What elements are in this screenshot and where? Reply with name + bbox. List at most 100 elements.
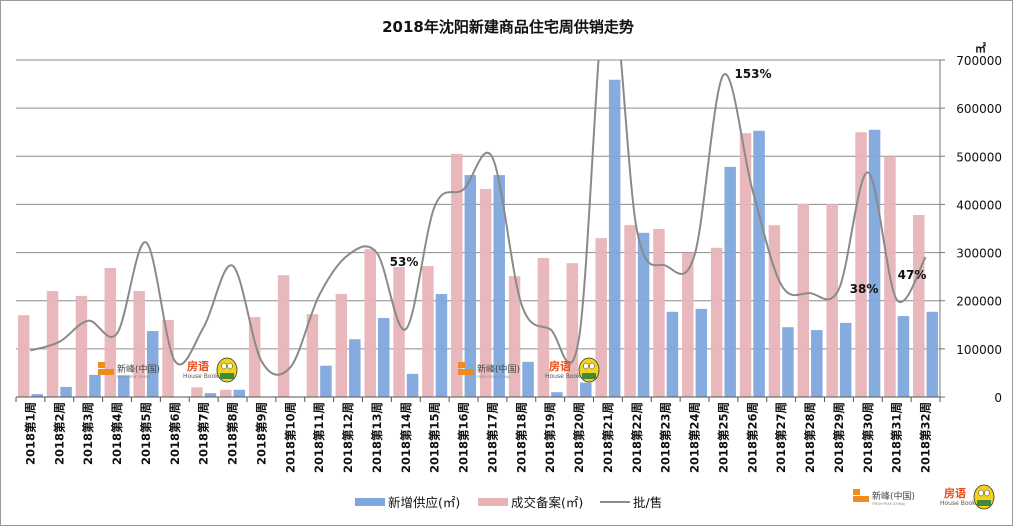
y-tick-label: 500000	[956, 150, 1002, 164]
supply-bar	[580, 382, 592, 397]
transaction-bar	[739, 133, 752, 398]
fresh-peak-logo-text: 新峰(中国)	[872, 490, 915, 502]
fresh-peak-logo-icon	[458, 362, 465, 368]
x-tick-label: 2018第27周	[774, 402, 788, 473]
supply-bar	[839, 322, 852, 397]
x-tick-label: 2018第20周	[572, 402, 586, 473]
house-book-logo-text: 房语	[944, 486, 966, 500]
data-annotation: 153%	[734, 67, 771, 81]
x-tick-label: 2018第29周	[832, 402, 846, 473]
transaction-bar	[162, 319, 174, 397]
supply-bar	[666, 311, 679, 397]
transaction-bar	[306, 314, 319, 397]
transaction-bar	[913, 215, 925, 397]
x-tick-label: 2018第10周	[283, 402, 297, 473]
supply-bar	[724, 166, 736, 397]
transaction-bar	[422, 266, 434, 397]
legend-swatch	[478, 498, 508, 506]
legend-swatch	[355, 498, 385, 506]
x-tick-label: 2018第16周	[457, 402, 471, 473]
x-tick-label: 2018第4周	[110, 402, 124, 465]
data-annotation: 53%	[390, 255, 419, 269]
x-tick-label: 2018第31周	[890, 402, 904, 473]
bee-body-icon	[582, 373, 596, 379]
transaction-bar	[797, 203, 810, 397]
x-tick-label: 2018第11周	[312, 402, 326, 473]
legend-label: 新增供应(㎡)	[388, 495, 460, 510]
x-tick-label: 2018第13周	[370, 402, 384, 473]
transaction-bar	[624, 225, 636, 397]
supply-bar	[435, 293, 448, 397]
supply-bar	[349, 339, 361, 397]
house-book-logo-text: 房语	[549, 359, 571, 373]
y-tick-label: 0	[994, 391, 1002, 405]
transaction-bar	[595, 238, 607, 397]
house-book-logo-subtext: House Book	[940, 500, 976, 507]
x-tick-label: 2018第1周	[23, 402, 37, 465]
legend-label: 批/售	[633, 495, 662, 510]
supply-bar	[406, 373, 419, 397]
transaction-bar	[451, 153, 463, 397]
x-tick-label: 2018第2周	[52, 402, 66, 465]
transaction-bar	[479, 189, 492, 397]
y-tick-label: 700000	[956, 54, 1002, 68]
supply-bar	[89, 374, 101, 397]
y-tick-label: 400000	[956, 198, 1002, 212]
supply-bar	[377, 318, 390, 397]
y-tick-label: 100000	[956, 343, 1002, 357]
supply-bar	[811, 330, 823, 397]
supply-bar	[782, 327, 794, 397]
transaction-bar	[248, 317, 261, 397]
x-tick-label: 2018第17周	[485, 402, 499, 473]
x-tick-label: 2018第12周	[341, 402, 355, 473]
transaction-bar	[133, 291, 145, 397]
transaction-bar	[508, 276, 521, 397]
transaction-bar	[393, 267, 405, 397]
legend-label: 成交备案(㎡)	[511, 495, 583, 510]
x-tick-label: 2018第9周	[254, 402, 268, 465]
bee-eye-icon	[589, 362, 595, 370]
bee-eye-icon	[978, 489, 984, 497]
supply-bar	[897, 316, 910, 397]
supply-bar	[60, 386, 72, 397]
transaction-bar	[682, 253, 694, 397]
fresh-peak-logo-subtext: FRESH PEAK (CHINA)	[117, 375, 150, 379]
transaction-bar	[17, 315, 30, 397]
transaction-bar	[768, 225, 781, 397]
transaction-bar	[104, 267, 117, 397]
bee-eye-icon	[227, 362, 233, 370]
data-annotation: 38%	[850, 282, 879, 296]
fresh-peak-logo-text: 新峰(中国)	[477, 363, 520, 375]
fresh-peak-logo-icon	[853, 489, 860, 495]
x-tick-label: 2018第18周	[514, 402, 528, 473]
bee-eye-icon	[221, 362, 227, 370]
bee-eye-icon	[583, 362, 589, 370]
fresh-peak-logo-icon	[98, 369, 114, 375]
y-tick-label: 600000	[956, 102, 1002, 116]
house-book-logo-subtext: House Book	[545, 373, 581, 380]
transaction-bar	[710, 247, 723, 397]
x-tick-label: 2018第28周	[803, 402, 817, 473]
transaction-bar	[855, 132, 867, 397]
supply-bar	[146, 331, 159, 397]
supply-bar	[926, 311, 939, 397]
bee-eye-icon	[984, 489, 990, 497]
x-tick-label: 2018第15周	[428, 402, 442, 473]
supply-bar	[868, 129, 881, 398]
bee-body-icon	[220, 373, 234, 379]
x-tick-label: 2018第3周	[81, 402, 95, 465]
fresh-peak-logo-subtext: FRESH PEAK (CHINA)	[477, 375, 510, 379]
transaction-bar	[220, 389, 232, 397]
fresh-peak-logo-icon	[853, 496, 869, 502]
house-book-logo-text: 房语	[187, 359, 209, 373]
fresh-peak-logo-text: 新峰(中国)	[117, 363, 160, 375]
x-tick-label: 2018第25周	[716, 402, 730, 473]
data-annotation: 47%	[898, 268, 927, 282]
x-tick-label: 2018第5周	[139, 402, 153, 465]
supply-bar	[753, 130, 765, 397]
supply-bar	[204, 393, 217, 397]
x-tick-label: 2018第6周	[168, 402, 182, 465]
transaction-bar	[277, 275, 290, 397]
